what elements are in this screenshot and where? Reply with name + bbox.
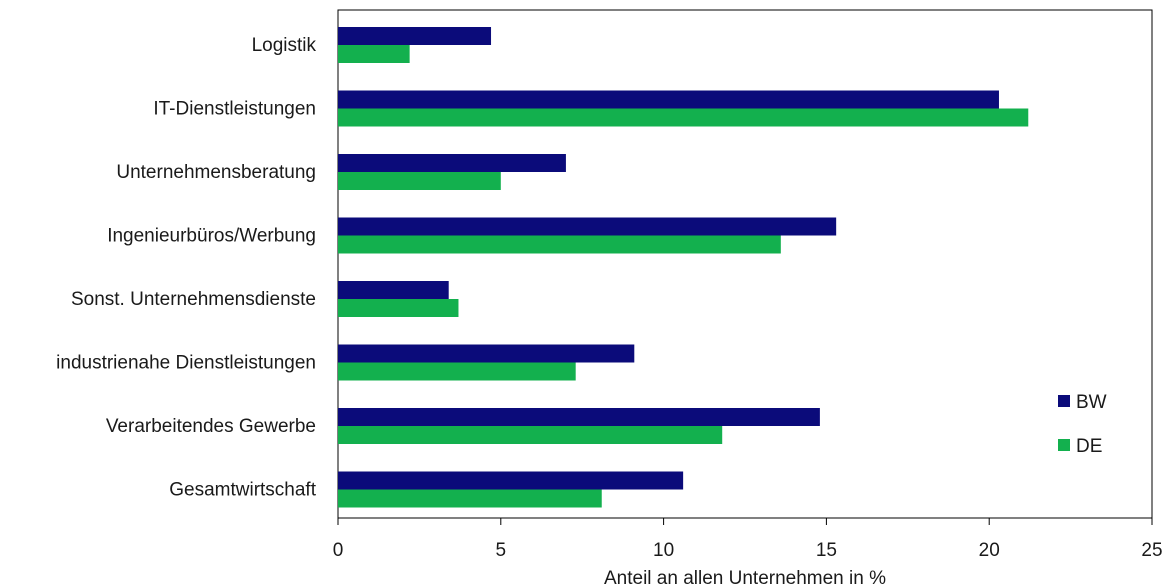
bar-bw-5 bbox=[338, 344, 635, 363]
bar-de-7 bbox=[338, 489, 602, 508]
bar-de-1 bbox=[338, 108, 1029, 127]
x-tick-label: 5 bbox=[496, 540, 507, 561]
bar-de-6 bbox=[338, 426, 723, 444]
x-tick-label: 20 bbox=[979, 540, 1000, 561]
category-label: Ingenieurbüros/Werbung bbox=[107, 226, 316, 247]
category-label: Sonst. Unternehmensdienste bbox=[71, 289, 316, 310]
legend-label-de: DE bbox=[1076, 436, 1102, 457]
bar-bw-7 bbox=[338, 471, 684, 490]
legend: BW DE bbox=[1058, 392, 1107, 457]
category-label: Verarbeitendes Gewerbe bbox=[106, 416, 316, 437]
bar-bw-1 bbox=[338, 90, 999, 109]
bar-de-5 bbox=[338, 362, 576, 381]
x-tick-label: 10 bbox=[653, 540, 674, 561]
category-label: Unternehmensberatung bbox=[116, 162, 316, 183]
category-label: Logistik bbox=[252, 35, 317, 56]
legend-swatch-bw bbox=[1058, 395, 1070, 407]
x-tick-label: 0 bbox=[333, 540, 344, 561]
legend-label-bw: BW bbox=[1076, 392, 1107, 413]
category-label: IT-Dienstleistungen bbox=[153, 99, 316, 120]
bar-de-3 bbox=[338, 235, 781, 254]
x-tick-label: 15 bbox=[816, 540, 837, 561]
bar-bw-3 bbox=[338, 217, 837, 236]
x-axis: 0 5 10 15 20 25 bbox=[333, 518, 1163, 561]
legend-swatch-de bbox=[1058, 439, 1070, 451]
x-axis-title: Anteil an allen Unternehmen in % bbox=[604, 568, 886, 587]
bar-bw-6 bbox=[338, 408, 820, 426]
x-tick-label: 25 bbox=[1141, 540, 1162, 561]
bar-bw-2 bbox=[338, 154, 566, 172]
bar-de-2 bbox=[338, 172, 501, 190]
category-label: industrienahe Dienstleistungen bbox=[56, 353, 316, 374]
bar-bw-4 bbox=[338, 281, 449, 299]
bars-group bbox=[338, 27, 1029, 508]
bar-de-4 bbox=[338, 299, 459, 317]
category-label: Gesamtwirtschaft bbox=[169, 480, 316, 501]
category-labels: Logistik IT-Dienstleistungen Unternehmensb… bbox=[56, 35, 317, 501]
bar-bw-0 bbox=[338, 27, 492, 45]
bar-de-0 bbox=[338, 45, 410, 63]
plot-area-frame bbox=[337, 9, 1153, 519]
